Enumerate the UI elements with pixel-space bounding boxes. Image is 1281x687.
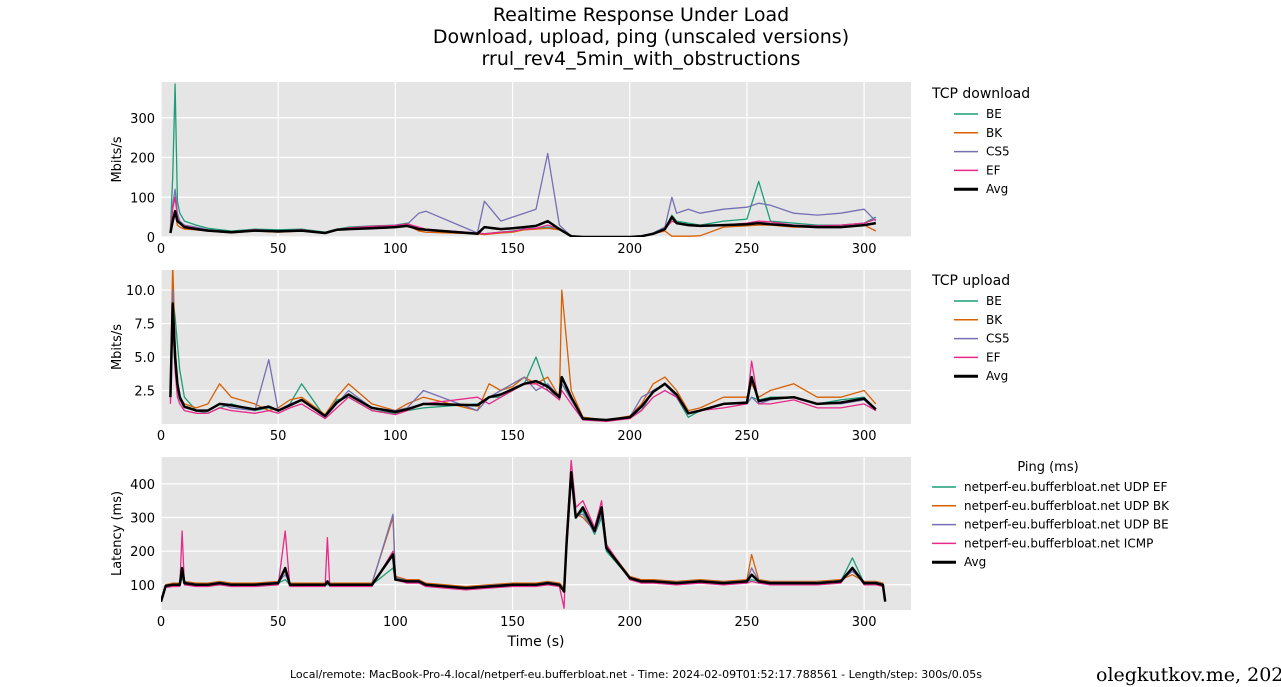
legend-upload: TCP upload BE BK CS5 EF Avg — [931, 273, 1010, 383]
x-tick-label: 200 — [617, 615, 642, 630]
x-tick-label: 100 — [383, 429, 408, 444]
legend-label: CS5 — [986, 332, 1010, 346]
legend-label: BK — [986, 126, 1003, 140]
legend-label: netperf-eu.bufferbloat.net ICMP — [964, 536, 1153, 550]
x-tick-label: 100 — [383, 615, 408, 630]
legend-label: BE — [986, 107, 1002, 121]
x-tick-label: 50 — [270, 429, 287, 444]
y-tick-label: 200 — [130, 545, 155, 560]
legend-label: EF — [986, 350, 1001, 364]
panel-download: 0 50 100 150 200 250 300 0 100 200 300 Mbits/s — [110, 82, 911, 257]
y-tick-label: 10.0 — [126, 284, 155, 299]
legend-label: BE — [986, 294, 1002, 308]
x-tick-label: 150 — [500, 242, 525, 257]
legend-label: CS5 — [986, 145, 1010, 159]
legend-label: Avg — [964, 555, 986, 569]
legend-title: Ping (ms) — [1017, 460, 1078, 475]
legend-download: TCP download BE BK CS5 EF Avg — [931, 86, 1030, 196]
chart-title-line3: rrul_rev4_5min_with_obstructions — [482, 48, 801, 70]
series-line-avg — [169, 209, 877, 237]
chart-title-line2: Download, upload, ping (unscaled version… — [433, 26, 849, 48]
y-tick-label: 300 — [130, 112, 155, 127]
panels-group: 0 50 100 150 200 250 300 0 100 200 300 Mbits/s 0 50 10… — [110, 82, 911, 650]
panel-upload: 0 50 100 150 200 250 300 2.5 5.0 7.5 10.0 Mbits/s — [110, 270, 911, 444]
x-tick-label: 250 — [735, 429, 760, 444]
x-axis-label: Time (s) — [507, 634, 565, 650]
x-tick-label: 300 — [852, 615, 877, 630]
legend-label: netperf-eu.bufferbloat.net UDP EF — [964, 480, 1167, 494]
y-tick-label: 5.0 — [134, 351, 155, 366]
x-tick-label: 50 — [270, 242, 287, 257]
series-line-bk — [169, 270, 877, 421]
x-tick-label: 150 — [500, 615, 525, 630]
x-tick-label: 0 — [157, 615, 165, 630]
y-tick-label: 100 — [130, 579, 155, 594]
legend-label: BK — [986, 313, 1003, 327]
legend-title: TCP upload — [931, 273, 1010, 289]
legend-ping: Ping (ms) netperf-eu.bufferbloat.net UDP … — [932, 460, 1170, 569]
y-axis-label: Mbits/s — [110, 136, 125, 182]
legend-title: TCP download — [931, 86, 1030, 102]
footer-info: Local/remote: MacBook-Pro-4.local/netper… — [290, 668, 982, 681]
series-line-avg — [161, 470, 887, 602]
y-axis-label: Mbits/s — [110, 324, 125, 370]
x-tick-label: 100 — [383, 242, 408, 257]
x-tick-label: 300 — [852, 242, 877, 257]
x-tick-label: 50 — [270, 615, 287, 630]
y-tick-label: 200 — [130, 152, 155, 167]
x-tick-label: 0 — [157, 242, 165, 257]
x-tick-label: 200 — [617, 242, 642, 257]
series-line-ef — [161, 459, 886, 609]
chart-title-line1: Realtime Response Under Load — [493, 4, 789, 26]
credit-text: olegkutkov.me, 2024 — [1096, 664, 1281, 686]
y-tick-label: 100 — [130, 191, 155, 206]
series-line-bk — [161, 473, 886, 602]
y-tick-label: 300 — [130, 512, 155, 527]
y-tick-label: 0 — [147, 231, 155, 246]
legend-label: Avg — [986, 182, 1008, 196]
legends-group: TCP download BE BK CS5 EF Avg TCP upload BE BK CS… — [931, 86, 1170, 569]
y-tick-label: 7.5 — [134, 318, 155, 333]
panel-ping: 0 50 100 150 200 250 300 100 200 300 400 Latency (m… — [110, 457, 911, 650]
x-tick-label: 150 — [500, 429, 525, 444]
x-tick-label: 250 — [735, 615, 760, 630]
legend-label: netperf-eu.bufferbloat.net UDP BK — [964, 499, 1170, 513]
legend-label: Avg — [986, 369, 1008, 383]
x-tick-label: 0 — [157, 429, 165, 444]
y-tick-label: 400 — [130, 478, 155, 493]
series-line-avg — [169, 302, 877, 422]
legend-label: netperf-eu.bufferbloat.net UDP BE — [964, 518, 1169, 532]
x-tick-label: 200 — [617, 429, 642, 444]
y-tick-label: 2.5 — [134, 385, 155, 400]
y-axis-label: Latency (ms) — [110, 491, 125, 576]
legend-label: EF — [986, 163, 1001, 177]
x-tick-label: 250 — [735, 242, 760, 257]
x-tick-label: 300 — [852, 429, 877, 444]
